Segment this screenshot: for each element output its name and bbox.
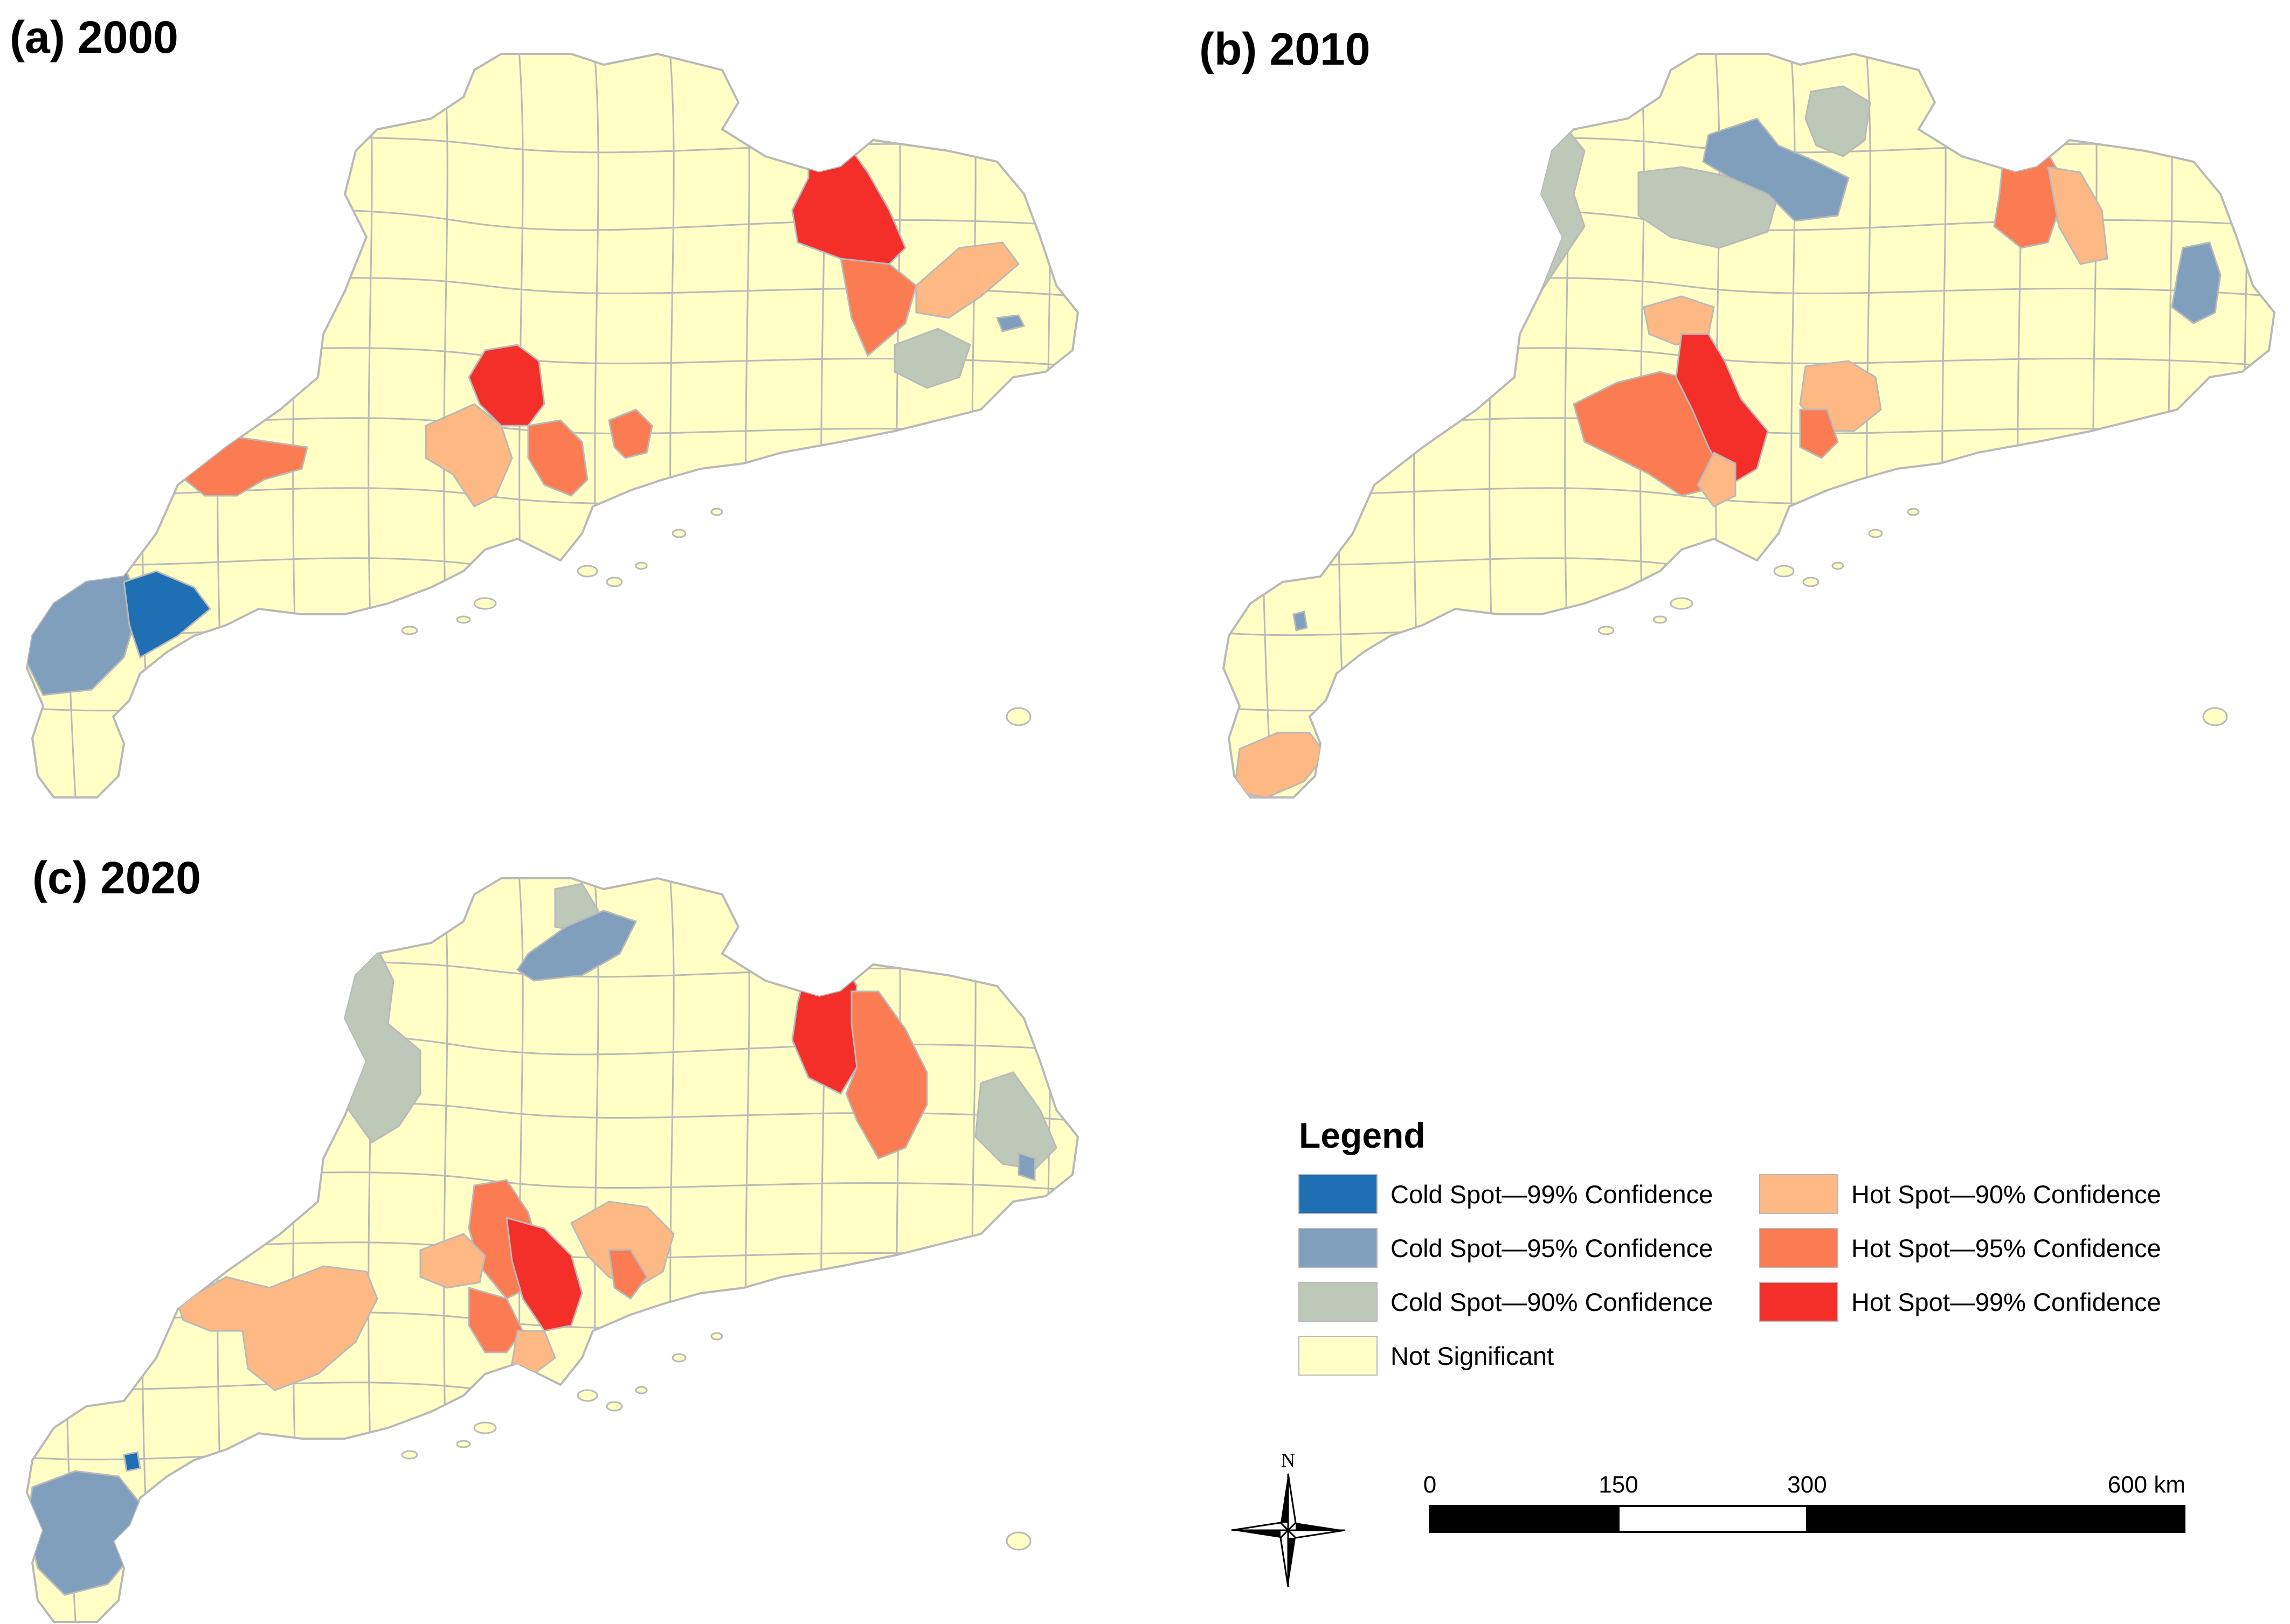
scale-bar: 0 150 300 600 km <box>1423 1472 2185 1533</box>
legend-swatch-cold99 <box>1298 1174 1378 1214</box>
region-hot95 <box>527 419 589 497</box>
region-hot95 <box>468 1287 524 1354</box>
region-hot95 <box>608 408 653 459</box>
map-panel-b <box>1222 53 2275 799</box>
region-cold99 <box>123 570 212 659</box>
panel-title-c: (c) 2020 <box>32 852 201 903</box>
legend-swatch-hot95 <box>1759 1228 1838 1268</box>
scale-segment-2 <box>1617 1505 1808 1533</box>
legend-label-hot99: Hot Spot—99% Confidence <box>1851 1288 2161 1316</box>
scale-label-0: 0 <box>1423 1472 1436 1498</box>
legend-label-cold90: Cold Spot—90% Confidence <box>1390 1288 1713 1316</box>
panel-title-b: (b) 2010 <box>1199 24 1370 74</box>
region-cold90 <box>894 328 971 389</box>
north-label: N <box>1281 1449 1295 1471</box>
legend-swatch-cold95 <box>1298 1228 1378 1268</box>
region-cold95 <box>516 910 638 982</box>
legend-title: Legend <box>1299 1115 1426 1155</box>
scale-label-600: 600 km <box>2108 1472 2185 1498</box>
north-arrow: N <box>1231 1449 1345 1587</box>
map-panel-a <box>26 53 1079 799</box>
region-hot95 <box>1993 134 2060 249</box>
legend-swatch-hot99 <box>1759 1282 1838 1322</box>
region-hot95 <box>845 990 928 1160</box>
map-panel-c <box>26 877 1079 1623</box>
region-cold95 <box>1018 1151 1036 1182</box>
legend: Legend Cold Spot—99% Confidence Cold Spo… <box>1298 1115 2161 1376</box>
region-cold95 <box>995 314 1026 332</box>
region-hot90 <box>177 1265 378 1391</box>
scale-label-300: 300 <box>1787 1472 1827 1498</box>
legend-swatch-hot90 <box>1759 1174 1838 1214</box>
region-hot90 <box>570 1200 675 1289</box>
region-hot90 <box>915 241 1020 319</box>
region-cold90 <box>1637 166 1780 249</box>
region-hot90 <box>419 1233 486 1289</box>
region-hot95 <box>840 258 917 357</box>
region-cold90 <box>974 1071 1057 1170</box>
legend-label-ns: Not Significant <box>1390 1342 1554 1370</box>
region-hot90 <box>511 1330 556 1375</box>
region-hot90 <box>2047 166 2108 265</box>
legend-label-hot90: Hot Spot—90% Confidence <box>1851 1180 2161 1209</box>
legend-label-cold95: Cold Spot—95% Confidence <box>1390 1234 1713 1262</box>
region-cold99 <box>123 1451 141 1472</box>
region-cold95 <box>1702 117 1850 222</box>
region-hot95 <box>608 1249 648 1300</box>
region-hot95 <box>1799 408 1839 459</box>
region-cold90 <box>1804 85 1871 157</box>
scale-label-150: 150 <box>1599 1472 1638 1498</box>
region-cold95 <box>1292 610 1308 631</box>
region-hot90 <box>425 403 513 508</box>
legend-swatch-ns <box>1298 1336 1378 1376</box>
panel-title-a: (a) 2000 <box>10 12 178 63</box>
region-hot90 <box>1697 451 1736 508</box>
scale-segment-1 <box>1429 1505 1620 1533</box>
region-hot99 <box>506 1216 583 1332</box>
legend-label-hot95: Hot Spot—95% Confidence <box>1851 1234 2161 1262</box>
legend-swatch-cold90 <box>1298 1282 1378 1322</box>
region-hot99 <box>1675 333 1769 487</box>
region-cold95 <box>2171 241 2222 324</box>
legend-label-cold99: Cold Spot—99% Confidence <box>1390 1180 1713 1209</box>
scale-segment-3 <box>1806 1505 2185 1533</box>
